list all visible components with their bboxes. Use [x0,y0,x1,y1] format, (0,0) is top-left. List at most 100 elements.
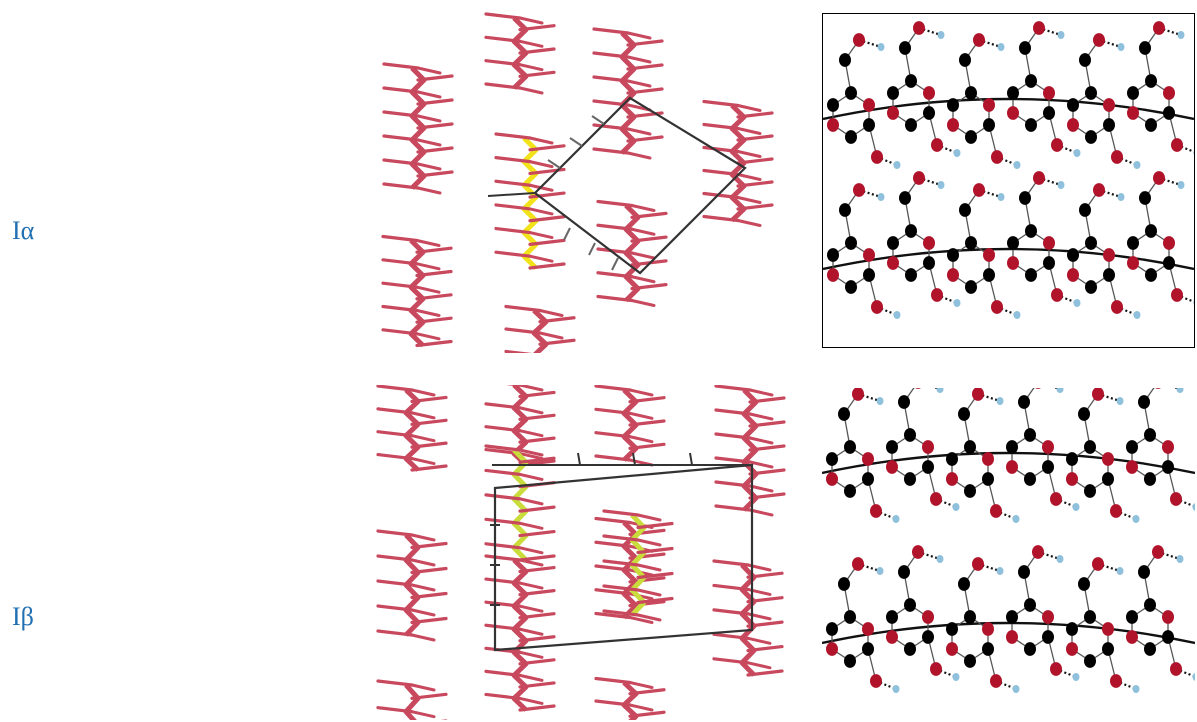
carbon-atom [826,452,838,466]
carbon-atom [958,407,970,421]
oxygen-atom [1033,171,1045,185]
carbon-atom [826,622,838,636]
hydrogen-atom [1192,673,1195,681]
oxygen-atom [982,452,994,466]
oxygen-atom [1126,630,1138,644]
carbon-atom [1139,41,1151,55]
hydrogen-atom [1057,180,1065,190]
hydrogen-atom [877,42,885,52]
unit-cell [493,463,754,652]
carbon-atom [827,98,839,112]
oxygen-atom [826,472,838,486]
carbon-atom [922,460,934,474]
oxygen-atom [1162,610,1174,624]
hydrogen-atom [953,148,961,158]
carbon-atom [982,642,994,656]
oxygen-atom [1093,33,1105,47]
cellulose-chain [484,444,556,562]
oxygen-atom [1152,545,1164,559]
cellulose-chain [702,99,774,227]
carbon-atom [1144,472,1156,486]
carbon-atom [982,472,994,486]
oxygen-atom [983,248,995,262]
carbon-atom [1084,484,1096,498]
hydrogen-atom [952,502,960,512]
hydrogen-atom [1177,30,1185,40]
carbon-atom [1103,118,1115,132]
carbon-atom [965,280,977,294]
i-beta-crystal-svg [376,385,786,720]
axis-tick [588,242,596,256]
carbon-atom [839,53,851,67]
hydrogen-atom [893,160,901,170]
carbon-atom [1025,74,1037,88]
hydrogen-bond [1158,176,1182,187]
unit-cell-axis [487,192,536,197]
oxygen-atom [1171,288,1183,302]
oxygen-atom [852,388,864,401]
oxygen-atom [1155,388,1161,389]
hydrogen-bond [857,392,881,403]
hydrogen-bond [995,679,1017,691]
oxygen-atom [931,138,943,152]
carbon-atom [1025,224,1037,238]
carbon-atom [1018,565,1030,579]
cellulose-chain [484,12,556,95]
carbon-atom [965,86,977,100]
carbon-atom [1078,577,1090,591]
hydrogen-bond [1056,143,1078,155]
oxygen-atom [1170,492,1182,506]
oxygen-atom [1066,472,1078,486]
i-alpha-hbond-svg [823,21,1194,320]
hydrogen-bond [1097,562,1121,573]
carbon-atom [1079,203,1091,217]
hydrogen-atom [1057,30,1065,40]
carbon-atom [905,74,917,88]
cellulose-chain [602,509,674,622]
carbon-atom [1085,130,1097,144]
carbon-atom [887,86,899,100]
oxygen-atom [852,557,864,571]
carbon-atom [1007,236,1019,250]
hydrogen-bond [935,667,957,679]
carbon-atom [923,256,935,270]
hydrogen-atom [996,396,1004,406]
oxygen-atom [947,118,959,132]
i-beta-crystal-packing [360,385,800,720]
carbon-atom [1066,452,1078,466]
carbon-atom [1163,256,1175,270]
carbon-atom [863,268,875,282]
axis-tick [547,159,561,169]
hydrogen-atom [1133,160,1141,170]
oxygen-atom [871,150,883,164]
hydrogen-atom [1176,554,1184,564]
oxygen-atom [947,268,959,282]
oxygen-atom [1032,545,1044,559]
oxygen-atom [853,183,865,197]
oxygen-atom [972,388,984,401]
hydrogen-atom [1073,298,1081,308]
oxygen-atom [1111,150,1123,164]
carbon-atom [1144,642,1156,656]
hydrogen-atom [1176,388,1184,394]
carbon-atom [886,610,898,624]
carbon-atom [965,130,977,144]
i-alpha-hbond-network [822,13,1195,348]
oxygen-atom [887,256,899,270]
carbon-atom [1024,642,1036,656]
oxygen-atom [990,504,1002,518]
hydrogen-atom [1116,396,1124,406]
oxygen-atom [973,33,985,47]
hydrogen-bond [858,188,882,199]
carbon-atom [964,654,976,668]
cellulose-chain [594,516,666,624]
carbon-atom [959,53,971,67]
carbon-atom [983,268,995,282]
carbon-atom [862,472,874,486]
hydrogen-bond [1116,305,1138,317]
cellulose-chain [594,676,666,720]
carbon-atom [1162,460,1174,474]
hydrogen-atom [1133,310,1141,320]
hydrogen-atom [1117,192,1125,202]
hydrogen-bond [996,155,1018,167]
